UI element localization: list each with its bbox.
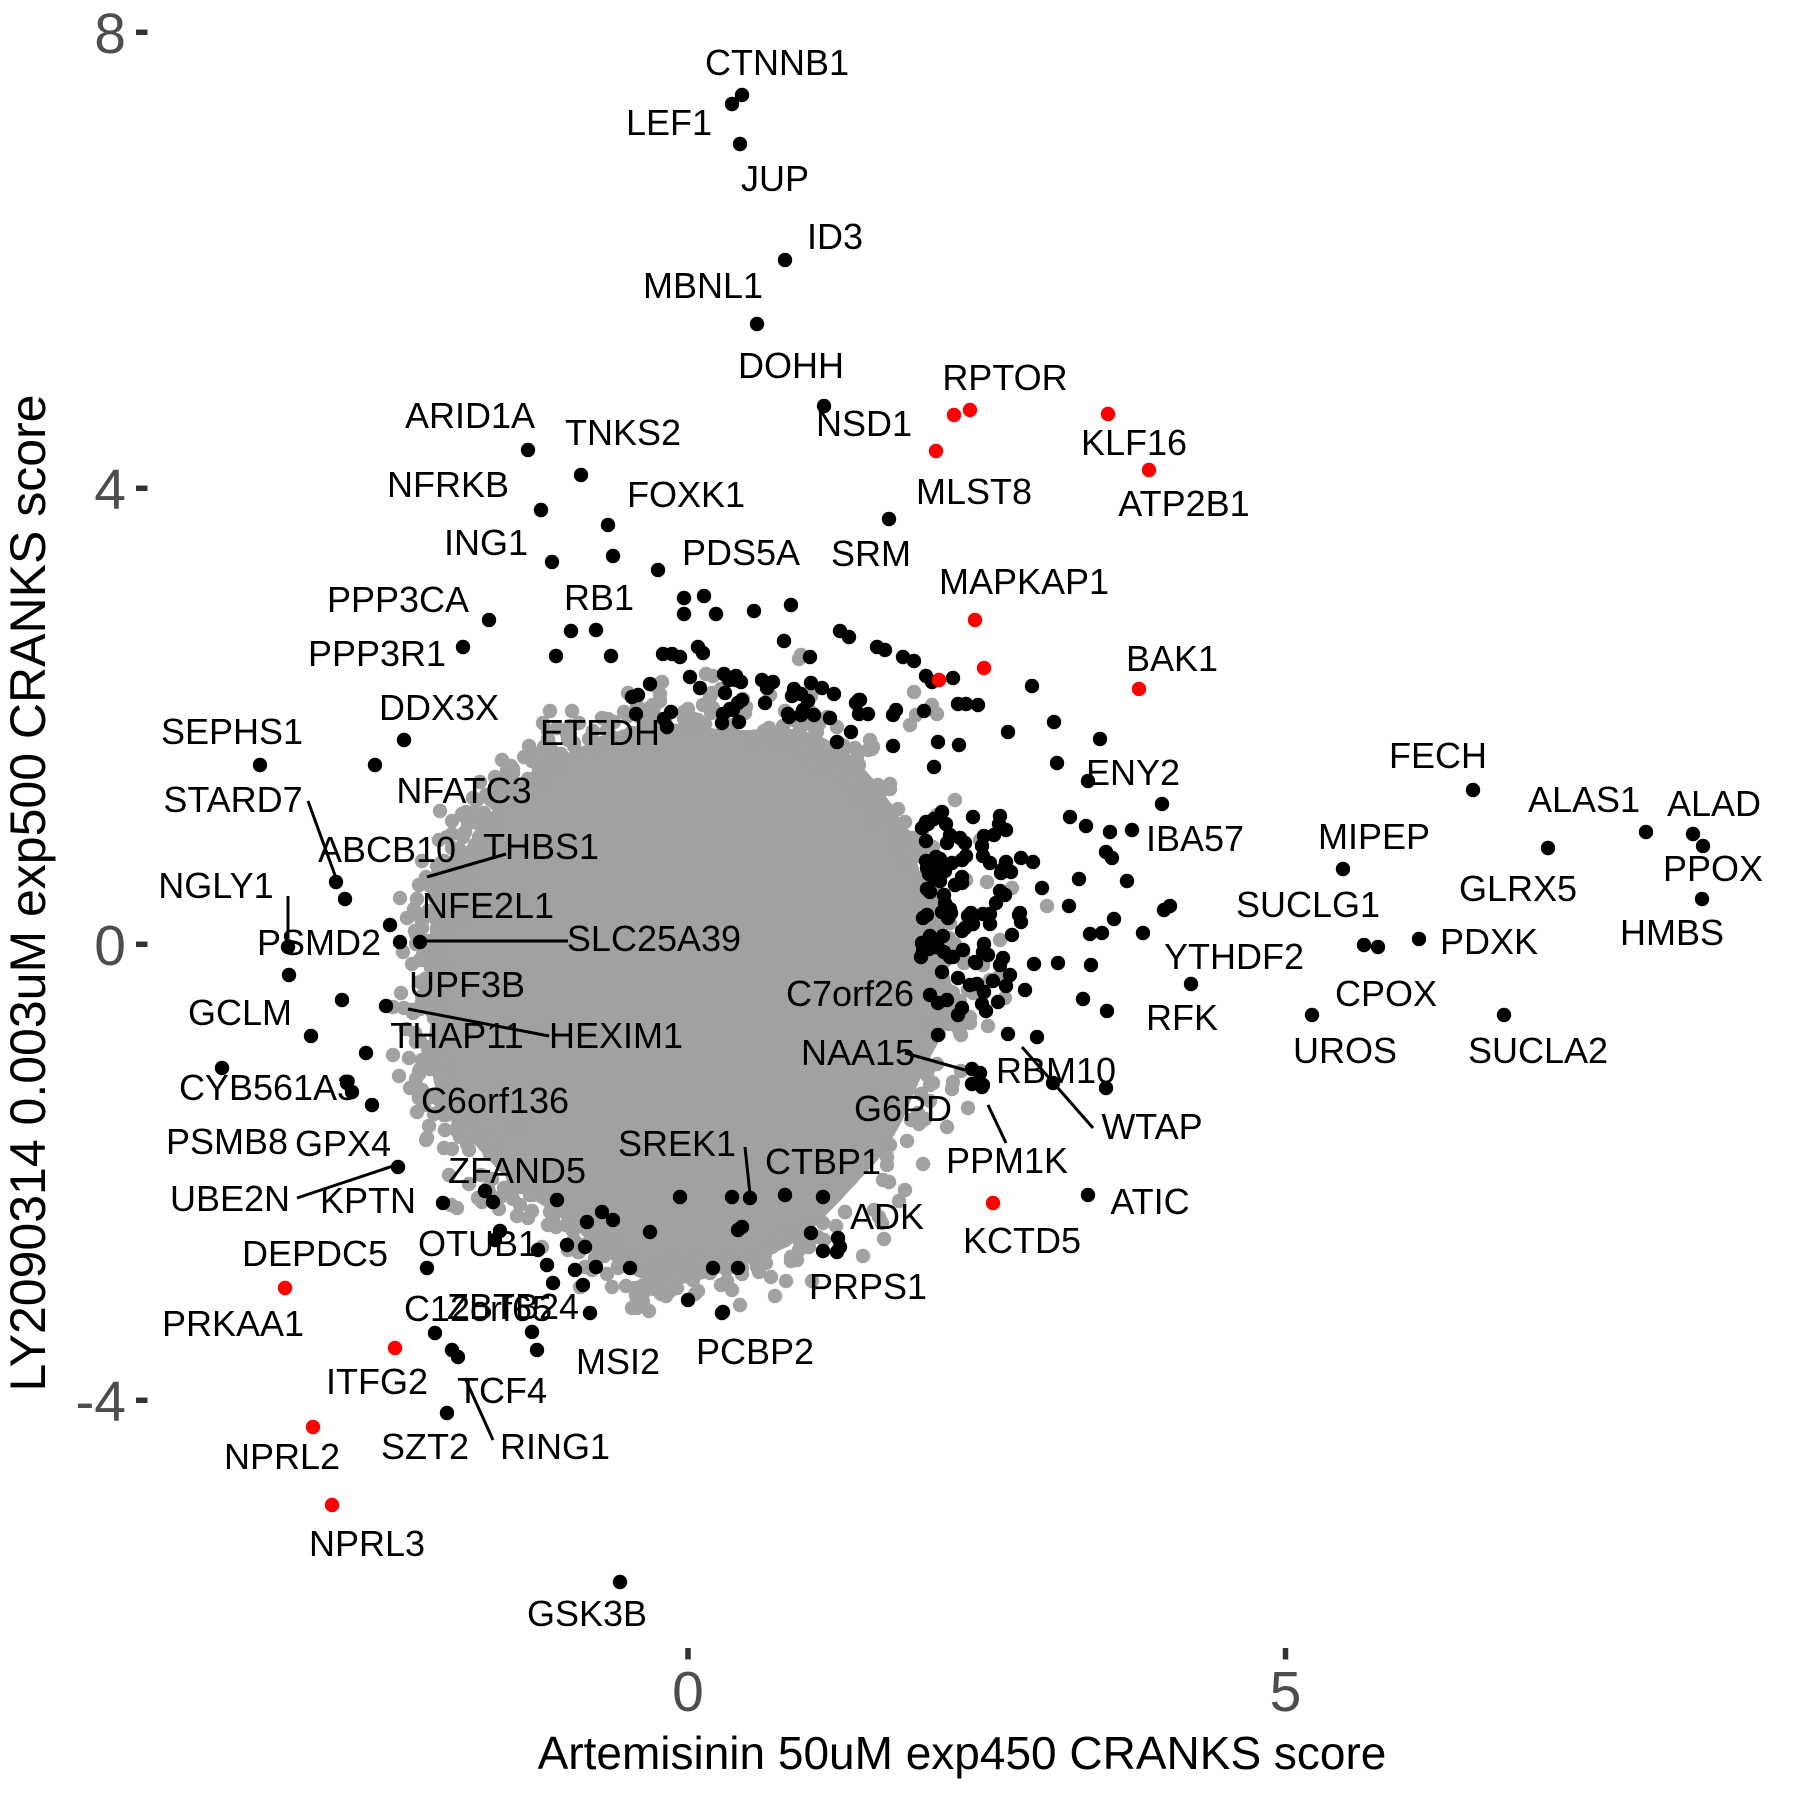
svg-text:LEF1: LEF1 xyxy=(626,102,712,143)
svg-text:GPX4: GPX4 xyxy=(295,1123,391,1164)
svg-text:RBM10: RBM10 xyxy=(996,1050,1116,1091)
svg-text:UBE2N: UBE2N xyxy=(170,1178,290,1219)
svg-text:FECH: FECH xyxy=(1389,735,1487,776)
svg-text:THBS1: THBS1 xyxy=(483,826,599,867)
svg-text:NPRL3: NPRL3 xyxy=(309,1523,425,1564)
svg-text:SUCLA2: SUCLA2 xyxy=(1468,1030,1608,1071)
svg-text:PPM1K: PPM1K xyxy=(946,1140,1068,1181)
svg-text:MBNL1: MBNL1 xyxy=(643,265,763,306)
svg-text:PDS5A: PDS5A xyxy=(682,532,800,573)
svg-text:NFRKB: NFRKB xyxy=(387,464,509,505)
svg-text:GCLM: GCLM xyxy=(188,992,292,1033)
svg-text:YTHDF2: YTHDF2 xyxy=(1164,936,1304,977)
svg-text:0: 0 xyxy=(94,914,126,978)
svg-text:DEPDC5: DEPDC5 xyxy=(242,1233,388,1274)
svg-text:ITFG2: ITFG2 xyxy=(326,1361,428,1402)
svg-text:5: 5 xyxy=(1270,1660,1302,1724)
svg-text:MLST8: MLST8 xyxy=(916,471,1032,512)
svg-text:GSK3B: GSK3B xyxy=(527,1593,647,1634)
svg-text:UPF3B: UPF3B xyxy=(409,964,525,1005)
svg-text:PSMB8: PSMB8 xyxy=(166,1121,288,1162)
svg-text:PRKAA1: PRKAA1 xyxy=(162,1303,304,1344)
svg-text:NSD1: NSD1 xyxy=(816,403,912,444)
svg-text:RB1: RB1 xyxy=(564,577,634,618)
svg-text:SLC25A39: SLC25A39 xyxy=(567,918,741,959)
svg-text:OTUB1: OTUB1 xyxy=(418,1223,538,1264)
svg-text:HEXIM1: HEXIM1 xyxy=(549,1015,683,1056)
svg-text:MIPEP: MIPEP xyxy=(1318,816,1430,857)
svg-text:SZT2: SZT2 xyxy=(381,1426,469,1467)
svg-text:TNKS2: TNKS2 xyxy=(565,412,681,453)
svg-text:JUP: JUP xyxy=(741,158,809,199)
svg-text:G6PD: G6PD xyxy=(854,1088,952,1129)
svg-text:ID3: ID3 xyxy=(807,216,863,257)
svg-text:ARID1A: ARID1A xyxy=(405,395,535,436)
svg-text:-4: -4 xyxy=(75,1370,126,1434)
svg-text:ATP2B1: ATP2B1 xyxy=(1118,483,1249,524)
svg-text:GLRX5: GLRX5 xyxy=(1459,868,1577,909)
svg-text:SREK1: SREK1 xyxy=(618,1123,736,1164)
svg-text:MSI2: MSI2 xyxy=(576,1341,660,1382)
svg-text:ING1: ING1 xyxy=(444,522,528,563)
svg-text:PPP3CA: PPP3CA xyxy=(327,579,469,620)
svg-text:KLF16: KLF16 xyxy=(1081,422,1187,463)
svg-text:THAP11: THAP11 xyxy=(390,1015,523,1056)
svg-text:0: 0 xyxy=(672,1660,704,1724)
svg-text:BAK1: BAK1 xyxy=(1126,638,1218,679)
svg-text:SEPHS1: SEPHS1 xyxy=(161,711,303,752)
svg-text:C7orf26: C7orf26 xyxy=(786,973,914,1014)
svg-text:NPRL2: NPRL2 xyxy=(224,1436,340,1477)
svg-text:UROS: UROS xyxy=(1293,1030,1397,1071)
svg-text:ENY2: ENY2 xyxy=(1086,752,1180,793)
svg-text:IBA57: IBA57 xyxy=(1146,818,1244,859)
svg-text:RPTOR: RPTOR xyxy=(942,357,1067,398)
svg-text:ZFAND5: ZFAND5 xyxy=(448,1150,586,1191)
svg-text:DOHH: DOHH xyxy=(738,345,844,386)
svg-text:MAPKAP1: MAPKAP1 xyxy=(939,561,1109,602)
svg-text:NGLY1: NGLY1 xyxy=(158,865,273,906)
svg-text:CYB561A3: CYB561A3 xyxy=(179,1067,357,1108)
svg-text:SUCLG1: SUCLG1 xyxy=(1236,884,1380,925)
svg-text:LY2090314 0.003uM exp500 CRANK: LY2090314 0.003uM exp500 CRANKS score xyxy=(0,395,56,1392)
svg-text:WTAP: WTAP xyxy=(1101,1106,1202,1147)
svg-text:FOXK1: FOXK1 xyxy=(627,474,745,515)
svg-text:4: 4 xyxy=(94,458,126,522)
svg-text:ADK: ADK xyxy=(850,1196,924,1237)
svg-text:PCBP2: PCBP2 xyxy=(696,1331,814,1372)
svg-text:RFK: RFK xyxy=(1146,997,1218,1038)
svg-text:NFATC3: NFATC3 xyxy=(396,770,531,811)
svg-text:ZBTB24: ZBTB24 xyxy=(447,1286,579,1327)
svg-text:PDXK: PDXK xyxy=(1440,921,1538,962)
svg-text:TCF4: TCF4 xyxy=(457,1370,547,1411)
svg-text:PPOX: PPOX xyxy=(1663,848,1763,889)
svg-text:C6orf136: C6orf136 xyxy=(421,1080,569,1121)
svg-text:KPTN: KPTN xyxy=(320,1180,416,1221)
svg-text:ALAS1: ALAS1 xyxy=(1528,779,1640,820)
svg-text:CPOX: CPOX xyxy=(1335,973,1437,1014)
svg-text:RING1: RING1 xyxy=(500,1426,610,1467)
svg-text:Artemisinin 50uM exp450 CRANKS: Artemisinin 50uM exp450 CRANKS score xyxy=(538,1727,1387,1779)
svg-text:PPP3R1: PPP3R1 xyxy=(308,633,446,674)
svg-text:CTNNB1: CTNNB1 xyxy=(705,42,849,83)
svg-text:C12orf65: C12orf65 xyxy=(404,1288,552,1329)
svg-text:ALAD: ALAD xyxy=(1667,783,1761,824)
svg-text:ABCB10: ABCB10 xyxy=(318,829,456,870)
svg-text:NFE2L1: NFE2L1 xyxy=(422,885,554,926)
svg-text:STARD7: STARD7 xyxy=(163,779,302,820)
svg-text:NAA15: NAA15 xyxy=(801,1032,915,1073)
svg-text:CTBP1: CTBP1 xyxy=(765,1141,881,1182)
svg-text:SRM: SRM xyxy=(831,533,911,574)
svg-text:ATIC: ATIC xyxy=(1110,1181,1189,1222)
svg-text:8: 8 xyxy=(94,2,126,66)
svg-text:PSMD2: PSMD2 xyxy=(257,922,381,963)
svg-text:DDX3X: DDX3X xyxy=(379,687,499,728)
svg-text:ETFDH: ETFDH xyxy=(540,712,660,753)
svg-text:KCTD5: KCTD5 xyxy=(963,1220,1081,1261)
svg-text:HMBS: HMBS xyxy=(1620,912,1724,953)
svg-text:PRPS1: PRPS1 xyxy=(809,1266,927,1307)
